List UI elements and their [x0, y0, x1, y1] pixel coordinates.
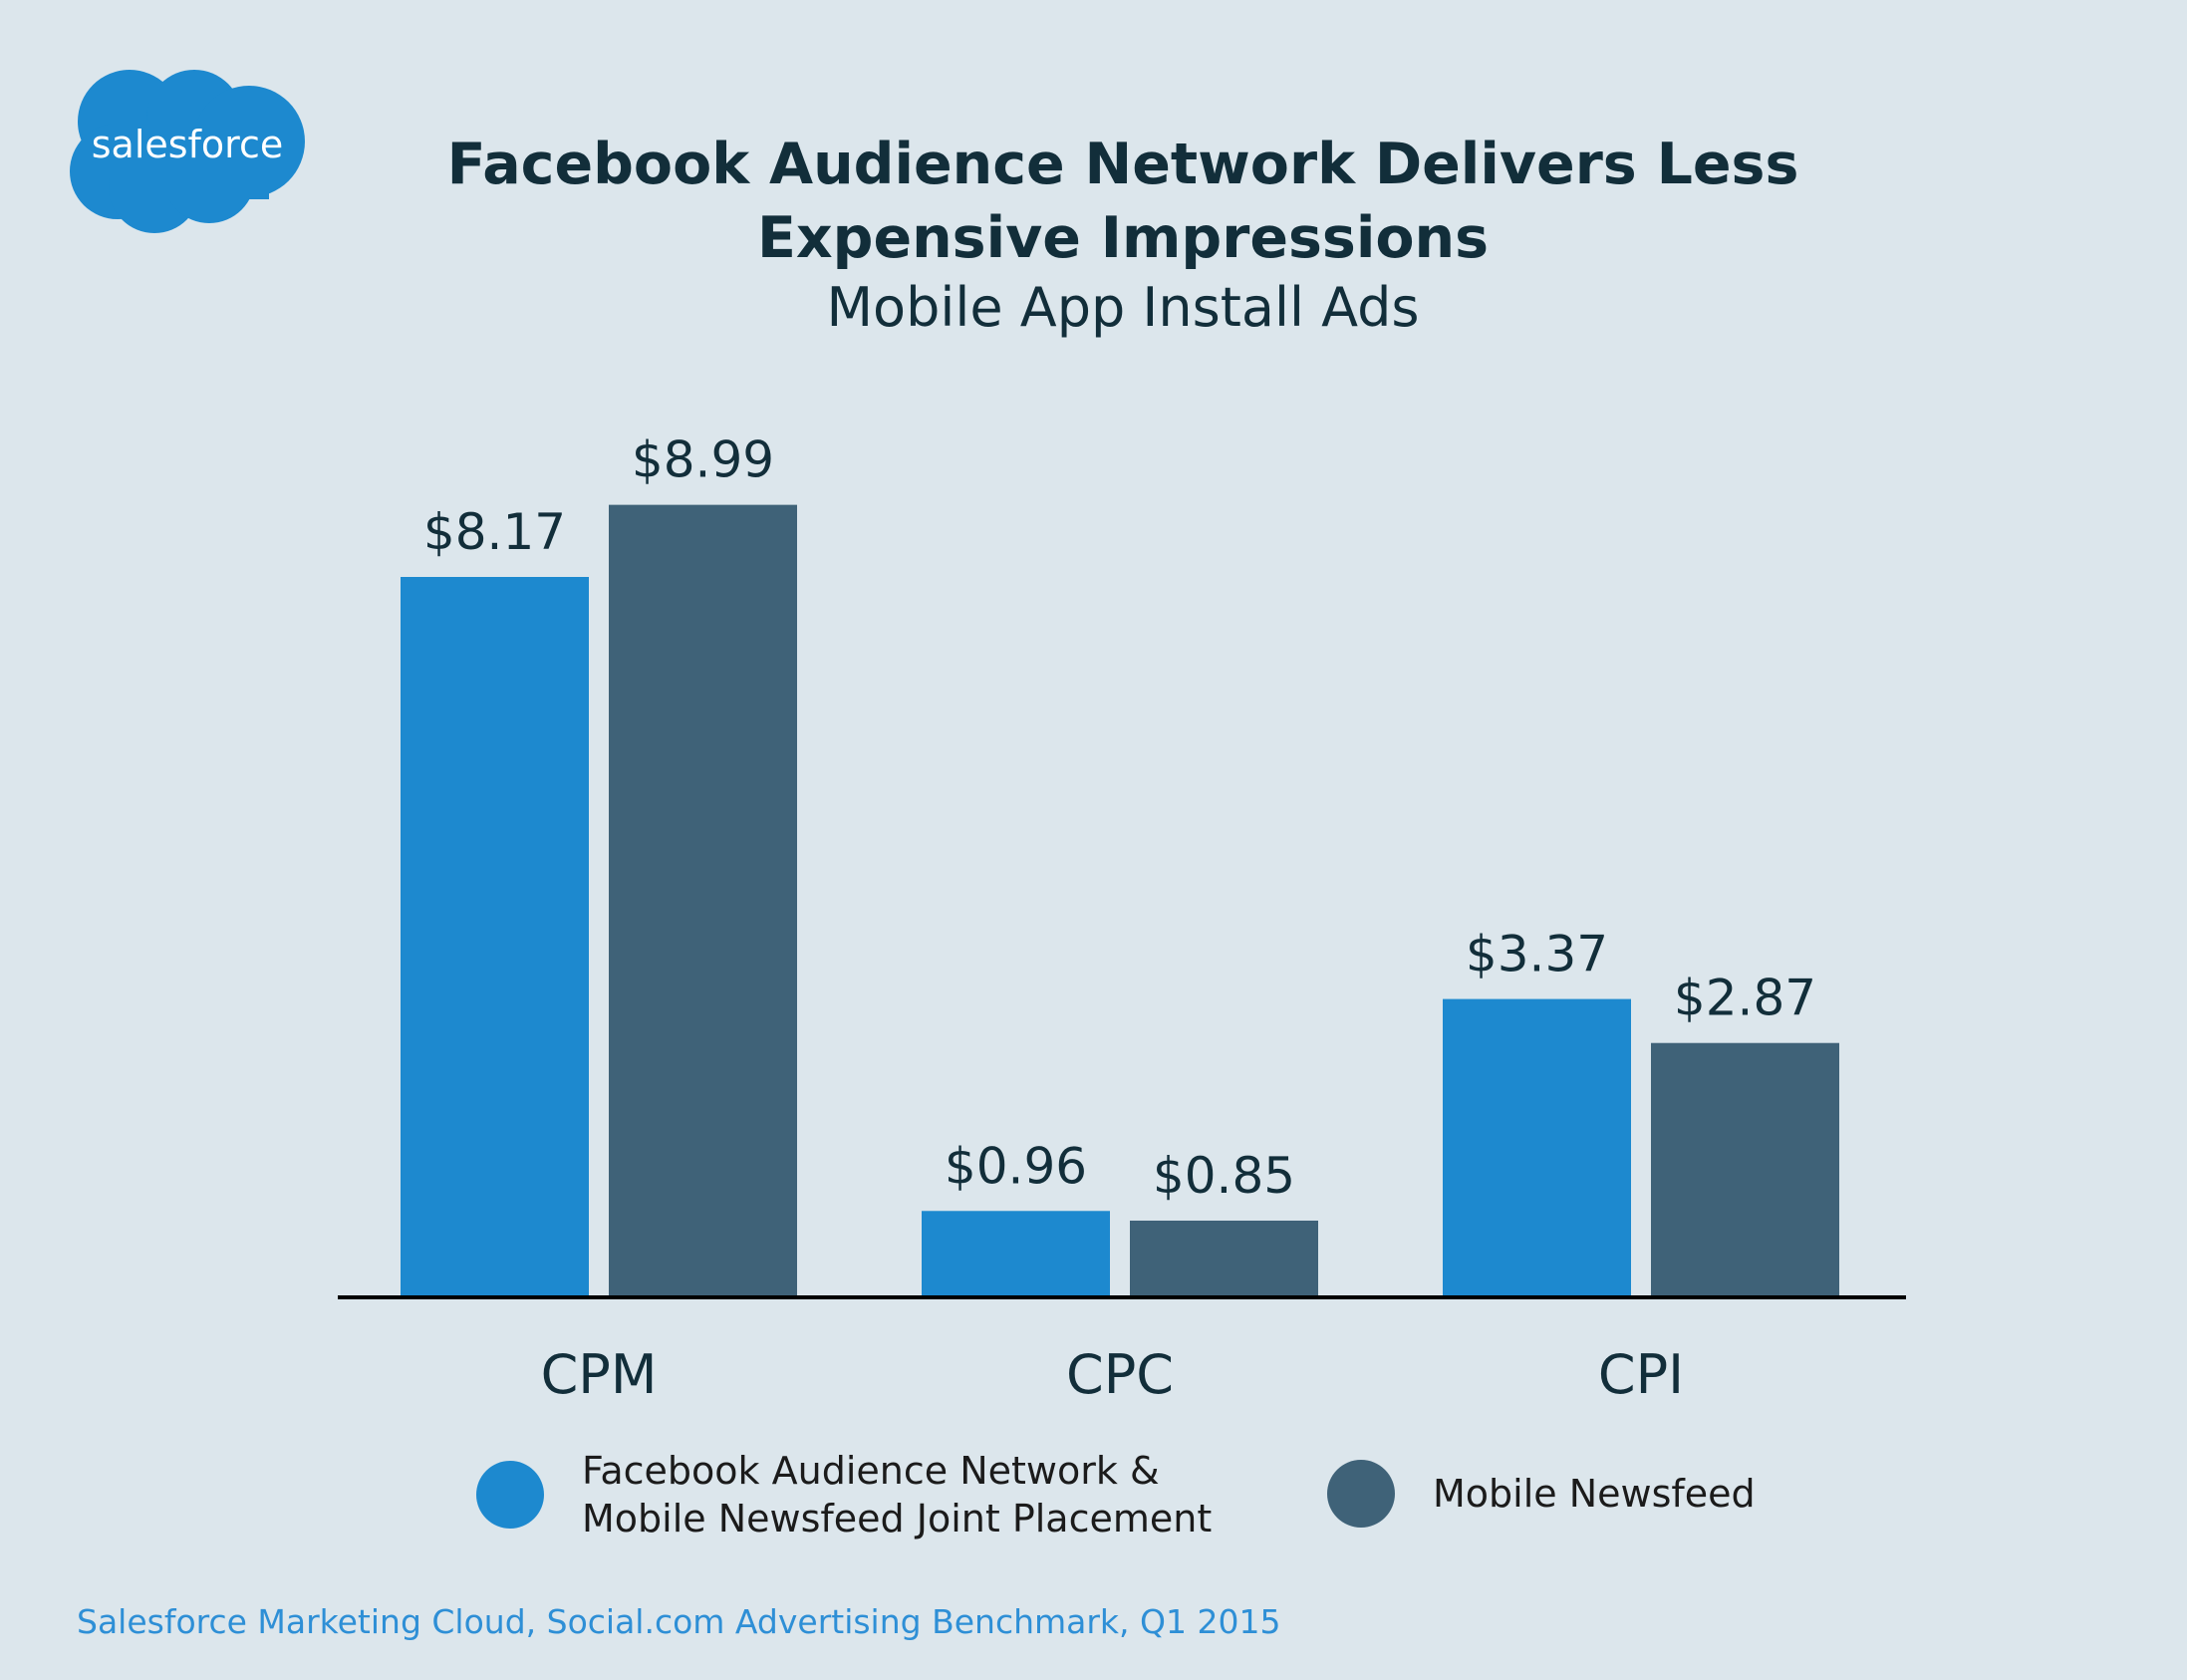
category-label-cpc: CPC [1066, 1343, 1174, 1406]
bar-cpi-series-2 [1651, 1042, 1839, 1295]
legend-label: Mobile Newsfeed [1433, 1472, 1756, 1516]
value-label-cpm-series-2: $8.99 [632, 431, 774, 489]
source-footnote: Salesforce Marketing Cloud, Social.com A… [77, 1602, 1281, 1641]
legend-label-line-2: Mobile Newsfeed Joint Placement [582, 1497, 1213, 1540]
value-label-cpm-series-1: $8.17 [423, 503, 566, 561]
value-label-cpi-series-1: $3.37 [1466, 926, 1608, 983]
legend-item-joint-placement: Facebook Audience Network & Mobile Newsf… [476, 1447, 1220, 1542]
title-line-2: Expensive Impressions [756, 205, 1490, 271]
logo-text: salesforce [92, 123, 284, 166]
legend-item-mobile-newsfeed: Mobile Newsfeed [1327, 1460, 1756, 1528]
bar-cpc-series-2 [1130, 1220, 1318, 1295]
chart-title: Facebook Audience Network Delivers Less … [299, 128, 1947, 275]
value-label-cpc-series-1: $0.96 [945, 1137, 1087, 1195]
legend-label-line-1: Facebook Audience Network & [582, 1449, 1160, 1493]
title-line-1: Facebook Audience Network Delivers Less [446, 132, 1799, 197]
category-label-cpi: CPI [1598, 1343, 1684, 1406]
bar-cpm-series-2 [609, 504, 797, 1295]
value-label-cpc-series-2: $0.85 [1153, 1147, 1295, 1205]
bar-cpc-series-1 [922, 1211, 1110, 1295]
legend-swatch-dark-dot-icon [1327, 1460, 1395, 1528]
category-label-cpm: CPM [541, 1343, 658, 1406]
value-label-cpi-series-2: $2.87 [1674, 970, 1816, 1027]
salesforce-logo: salesforce [70, 70, 305, 233]
bar-cpi-series-1 [1443, 998, 1631, 1295]
chart-subtitle: Mobile App Install Ads [826, 276, 1420, 339]
legend-swatch-blue-dot-icon [476, 1461, 544, 1529]
bar-cpm-series-1 [401, 576, 589, 1295]
